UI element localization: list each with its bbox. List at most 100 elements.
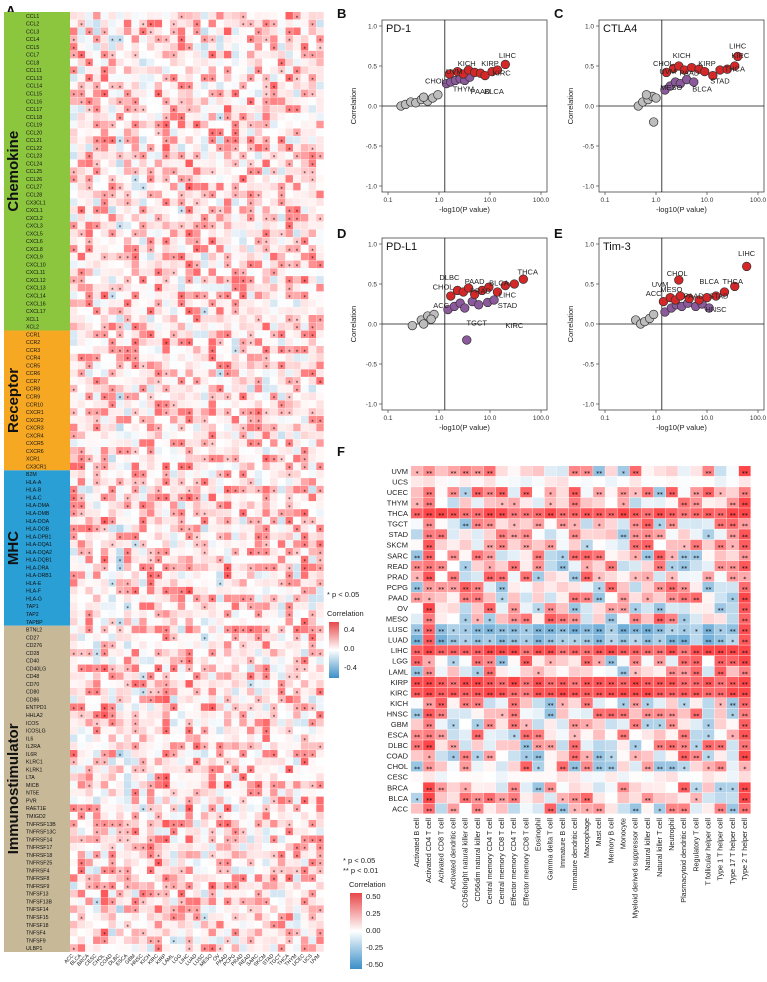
heat-cell [308, 594, 317, 603]
heat-cell [262, 12, 270, 20]
sig-marker: * [242, 777, 245, 783]
sig-marker: * [234, 93, 237, 99]
heat-cell [85, 431, 93, 439]
heat-cell [162, 851, 170, 859]
heat-cell [177, 431, 186, 439]
heat-cell [139, 835, 147, 843]
heat-cell [139, 12, 147, 20]
heat-cell [300, 656, 309, 665]
heat-cell [285, 213, 293, 222]
heat-cell [177, 641, 186, 649]
heat-cell [308, 649, 317, 657]
heat-cell [139, 112, 147, 121]
sig-marker: * [234, 458, 237, 464]
heat-cell [239, 858, 247, 867]
heat-cell [208, 656, 216, 665]
heat-cell [285, 695, 293, 704]
sig-marker: * [142, 544, 145, 550]
heat-cell [100, 874, 109, 882]
heat-cell [247, 812, 255, 820]
sig-marker: * [296, 326, 299, 332]
heat-cell [139, 190, 147, 199]
heat-cell [231, 260, 240, 269]
heat-cell [316, 687, 324, 696]
heat-cell [193, 439, 201, 447]
heat-cell [70, 866, 78, 875]
heat-cell [146, 291, 155, 300]
heat-cell [223, 555, 232, 564]
heat-cell [231, 843, 240, 851]
heat-cell [316, 50, 324, 59]
sig-marker: * [150, 241, 153, 247]
heat-cell [70, 555, 78, 564]
heat-cell [177, 252, 186, 261]
sig-marker: * [111, 901, 114, 907]
heat-cell [162, 928, 170, 937]
heat-cell [162, 400, 170, 408]
sig-marker: * [180, 256, 183, 262]
heat-cell [316, 454, 324, 463]
sig-marker: * [103, 54, 106, 60]
sig-marker: * [311, 645, 314, 651]
heat-cell [300, 439, 309, 447]
heat-cell [123, 291, 132, 300]
sig-marker: * [180, 893, 183, 899]
heat-cell [85, 112, 93, 121]
heat-cell [247, 796, 255, 805]
sig-marker: * [73, 513, 76, 519]
sig-marker: * [250, 792, 253, 798]
sig-marker: * [188, 528, 191, 534]
heat-cell [77, 392, 86, 401]
heat-cell [300, 625, 309, 634]
heat-cell [170, 112, 178, 121]
heat-cell [146, 283, 155, 292]
sig-marker: * [134, 109, 137, 115]
sig-marker: * [73, 528, 76, 534]
heat-cell [139, 400, 147, 408]
heat-cell [85, 330, 93, 338]
heat-cell [185, 322, 193, 331]
heat-cell [285, 190, 293, 199]
sig-marker: * [219, 388, 222, 394]
heat-cell [247, 167, 255, 175]
heat-cell [270, 851, 278, 859]
heat-cell [193, 897, 201, 906]
heat-cell [293, 369, 301, 377]
heat-cell [316, 346, 324, 354]
heat-cell [170, 408, 178, 416]
heat-cell [308, 773, 317, 781]
heat-cell [254, 524, 263, 533]
heat-cell [308, 19, 317, 28]
sig-marker: * [242, 396, 245, 402]
heat-cell [131, 905, 139, 913]
sig-marker: * [196, 23, 199, 29]
heat-cell [116, 548, 124, 556]
heat-cell [316, 579, 324, 587]
heat-cell [293, 889, 301, 898]
heat-cell [185, 586, 193, 595]
heat-cell [200, 167, 209, 175]
heat-cell [85, 384, 93, 393]
heat-cell [316, 120, 324, 129]
heat-cell [185, 276, 193, 284]
sig-marker: * [103, 559, 106, 565]
heat-cell [270, 905, 278, 913]
heat-cell [85, 408, 93, 416]
heat-cell [239, 229, 247, 237]
heat-cell [200, 415, 209, 424]
heat-cell [223, 136, 232, 144]
sig-marker: * [227, 365, 230, 371]
sig-marker: * [211, 303, 214, 309]
sig-marker: * [88, 179, 91, 185]
heat-cell [177, 773, 186, 781]
heat-cell [270, 501, 278, 509]
heat-cell [116, 447, 124, 455]
heat-cell [77, 213, 86, 222]
heat-cell [162, 268, 170, 276]
heat-cell [223, 299, 232, 307]
heat-cell [223, 81, 232, 90]
heat-cell [193, 283, 201, 292]
heat-cell [200, 641, 209, 649]
heat-cell [277, 920, 286, 929]
sig-marker: * [311, 78, 314, 84]
